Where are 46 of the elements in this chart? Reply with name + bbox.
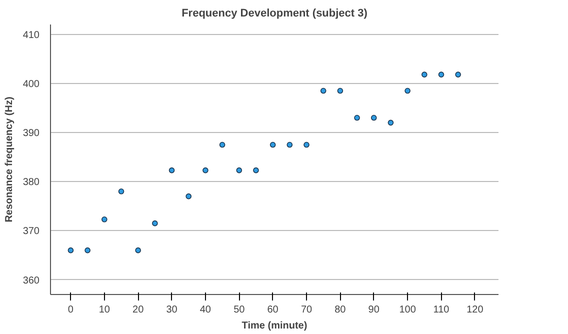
point [168,167,175,174]
x-tick-label: 110 [433,304,450,316]
y-tick-label: 410 [22,30,40,41]
point [118,188,124,194]
y-tick-label: 360 [22,275,40,286]
x-tick-label: 100 [399,304,416,316]
chart-title: Frequency Development (subject 3) [182,8,368,20]
x-axis-title: Time (minute) [242,320,308,332]
point [354,114,360,121]
x-tick-label: 80 [334,304,346,316]
x-tick-label: 10 [98,304,110,316]
y-tick-label: 380 [22,177,40,188]
point [438,72,444,78]
x-tick-label: 0 [68,304,74,316]
point [404,88,410,94]
point [236,167,242,174]
y-tick-label: 390 [22,128,40,139]
y-tick-label: 370 [22,226,40,238]
point [370,114,377,121]
y-tick-label: 400 [22,78,40,90]
x-tick-label: 50 [234,304,246,316]
point [286,142,293,148]
point [421,72,428,78]
point [186,193,192,200]
point [152,220,158,226]
point [84,247,90,254]
point [101,216,108,222]
point [270,142,276,148]
point [68,247,74,254]
point [219,142,226,148]
point [304,142,310,148]
point [337,88,344,94]
x-tick-label: 20 [132,304,144,316]
point [320,88,326,94]
point [253,167,259,174]
x-tick-label: 60 [267,304,279,316]
x-tick-label: 30 [166,304,178,316]
x-tick-label: 120 [466,304,484,316]
x-tick-label: 40 [200,304,212,316]
y-axis-title: Resonance frequency (Hz) [4,96,15,222]
point [135,247,141,254]
point [455,72,461,78]
x-tick-label: 70 [300,304,312,316]
point [388,120,394,126]
x-tick-label: 90 [368,304,380,316]
point [202,167,208,174]
